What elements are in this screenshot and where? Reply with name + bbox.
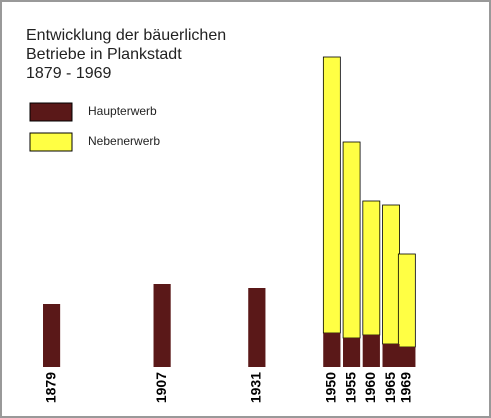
legend-swatch [29, 132, 73, 152]
bar [153, 284, 171, 367]
chart-title-line: Entwicklung der bäuerlichen [26, 27, 226, 44]
bar [322, 56, 341, 334]
bar [397, 253, 416, 348]
bar [382, 344, 400, 367]
bar [382, 204, 400, 345]
legend-label: Haupterwerb [88, 104, 157, 118]
x-tick-label: 1969 [398, 372, 414, 403]
bar [323, 333, 341, 367]
x-tick-label: 1965 [382, 372, 398, 403]
bar [248, 288, 266, 367]
bar [398, 347, 416, 367]
x-tick-label: 1950 [323, 372, 339, 403]
legend-swatch [29, 102, 73, 122]
bar [362, 335, 380, 367]
bar [343, 338, 361, 367]
x-tick-label: 1960 [362, 372, 378, 403]
x-tick-label: 1879 [42, 372, 58, 403]
legend-label: Nebenerwerb [88, 134, 160, 148]
bar [43, 304, 61, 367]
x-tick-label: 1955 [342, 372, 358, 403]
x-tick-label: 1907 [153, 372, 169, 403]
chart-title-line: Betriebe in Plankstadt [26, 46, 182, 63]
bar [342, 141, 361, 339]
bar [362, 200, 381, 336]
x-tick-label: 1931 [248, 372, 264, 403]
chart-title-line: 1879 - 1969 [26, 65, 112, 82]
